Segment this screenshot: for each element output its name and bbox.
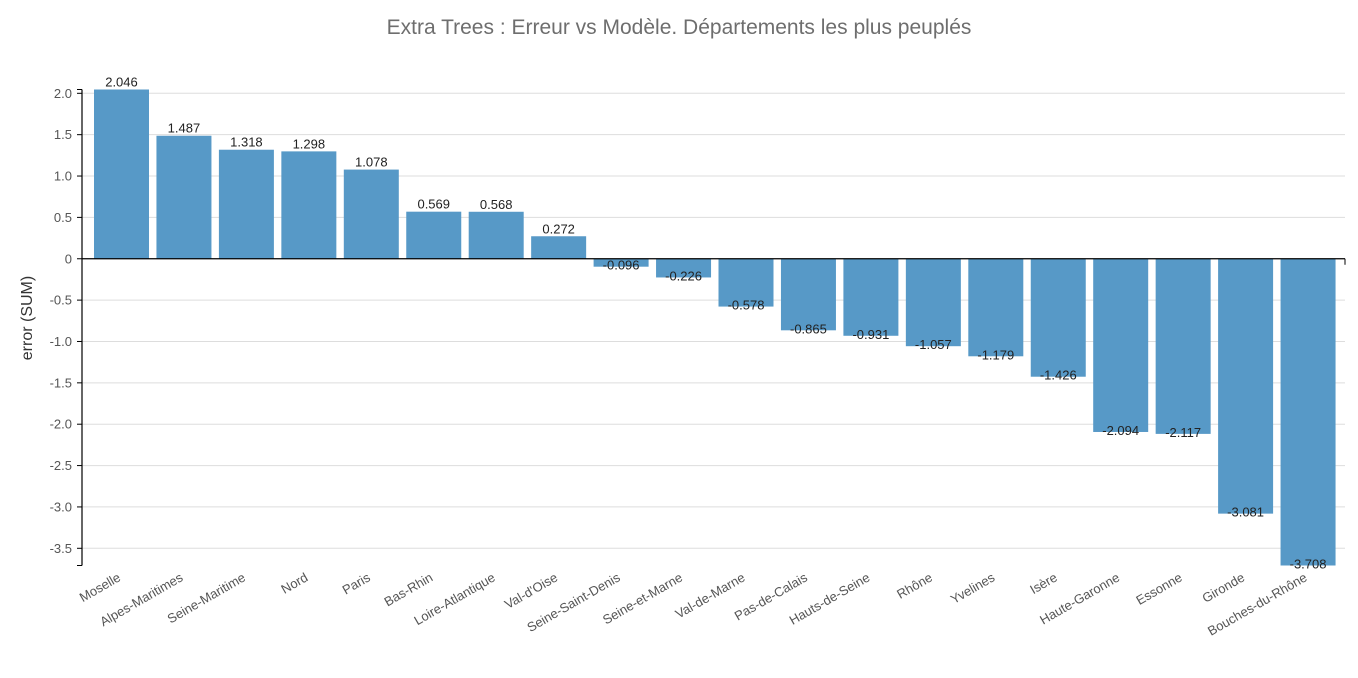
- x-tick-label: Gironde: [1200, 570, 1248, 606]
- bar: [593, 258, 649, 267]
- data-label: 1.298: [293, 136, 326, 151]
- data-label: 2.046: [105, 75, 138, 90]
- bar: [843, 258, 899, 336]
- data-label: -3.081: [1227, 505, 1264, 520]
- bar: [343, 169, 399, 259]
- y-tick-label: -2.5: [50, 458, 72, 473]
- bar: [1155, 258, 1211, 434]
- y-tick-label: 2.0: [54, 86, 72, 101]
- x-tick-label: Nord: [278, 570, 310, 597]
- x-tick-label: Yvelines: [948, 569, 998, 606]
- bar: [968, 258, 1024, 357]
- data-label: -1.426: [1040, 368, 1077, 383]
- data-label: -1.057: [915, 337, 952, 352]
- y-tick-label: 1.0: [54, 169, 72, 184]
- data-label: -0.096: [603, 258, 640, 273]
- y-axis-title: error (SUM): [19, 276, 36, 360]
- data-label: 0.272: [542, 221, 575, 236]
- data-label: -1.179: [977, 347, 1014, 362]
- y-tick-label: -2.0: [50, 417, 72, 432]
- y-tick-label: -3.5: [50, 541, 72, 556]
- axes: [77, 89, 1346, 566]
- data-label: 0.568: [480, 197, 513, 212]
- y-tick-label: 0: [65, 251, 72, 266]
- bar: [718, 258, 774, 307]
- bar: [1280, 258, 1336, 566]
- bar: [531, 236, 587, 259]
- data-label: -0.931: [852, 327, 889, 342]
- x-tick-label: Isère: [1027, 570, 1060, 597]
- data-label: -2.117: [1165, 425, 1201, 440]
- data-label: 0.569: [417, 197, 450, 212]
- data-label: -0.578: [728, 298, 765, 313]
- data-label: 1.487: [168, 121, 201, 136]
- bar: [406, 211, 462, 259]
- data-label: 1.318: [230, 135, 263, 150]
- data-labels: 2.046 1.487 1.318 1.298 1.078 0.569 0.568 0.272…: [105, 75, 1326, 572]
- data-label: -2.094: [1102, 423, 1139, 438]
- bar: [656, 258, 712, 278]
- bar: [218, 149, 274, 259]
- data-label: -3.708: [1290, 557, 1327, 572]
- y-tick-label: -0.5: [50, 293, 72, 308]
- bar: [468, 211, 524, 259]
- bar: [1218, 258, 1274, 514]
- x-tick-label: Bas-Rhin: [381, 570, 435, 610]
- bar: [281, 151, 337, 259]
- x-tick-label: Essonne: [1133, 570, 1184, 608]
- x-tick-label: Paris: [340, 569, 374, 597]
- bar: [905, 258, 961, 347]
- y-tick-label: 1.5: [54, 127, 72, 142]
- y-tick-label: 0.5: [54, 210, 72, 225]
- y-tick-label: -1.0: [50, 334, 72, 349]
- bars: [94, 89, 1336, 566]
- bar: [780, 258, 836, 331]
- x-tick-label: Moselle: [77, 570, 123, 605]
- y-tick-label: -3.0: [50, 499, 72, 514]
- bar: [1030, 258, 1086, 377]
- bar: [94, 89, 149, 259]
- y-tick-label: -1.5: [50, 375, 72, 390]
- x-tick-label: Rhône: [894, 570, 935, 602]
- data-label: -0.226: [665, 268, 702, 283]
- bar: [156, 135, 212, 259]
- data-label: 1.078: [355, 155, 388, 170]
- bar: [1093, 258, 1149, 432]
- chart-title: Extra Trees : Erreur vs Modèle. Départem…: [386, 16, 972, 39]
- data-label: -0.865: [790, 321, 827, 336]
